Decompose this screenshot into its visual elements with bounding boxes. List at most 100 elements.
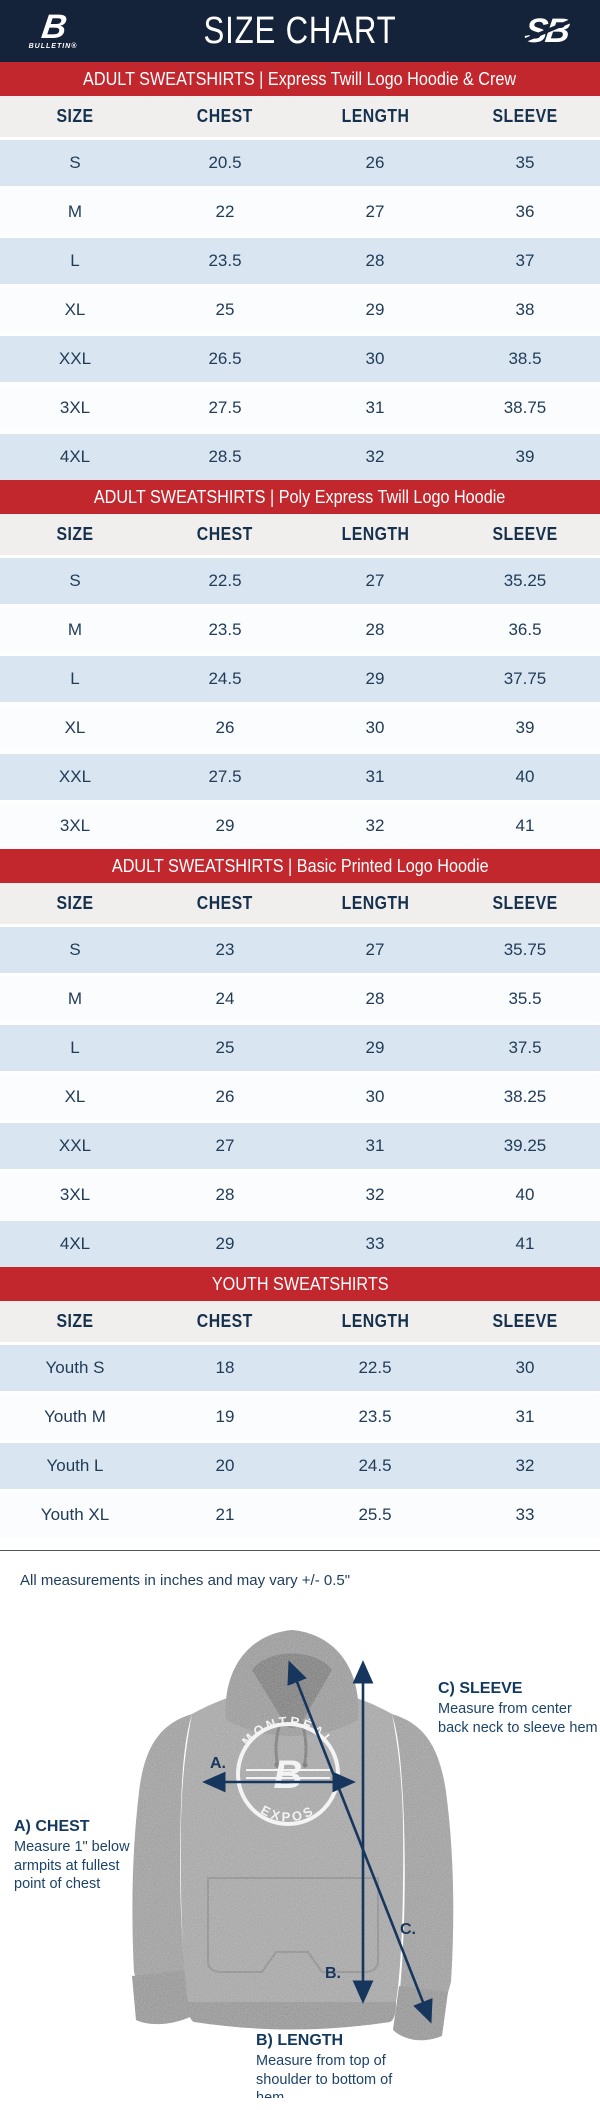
measurement-cell: 23	[150, 924, 300, 975]
measurement-cell: 28	[300, 604, 450, 655]
table-row: Youth M 19 23.5 31	[0, 1391, 600, 1442]
measurement-cell: 32	[300, 800, 450, 849]
column-header-label: CHEST	[197, 1311, 253, 1331]
section-banner-label: ADULT SWEATSHIRTS | Express Twill Logo H…	[83, 68, 517, 89]
column-header-chest: CHEST	[150, 1301, 300, 1345]
measurement-cell: 27	[150, 1120, 300, 1171]
measurement-cell: 25.5	[300, 1489, 450, 1538]
table-row: 4XL 28.5 32 39	[0, 431, 600, 480]
measurement-cell: 27	[300, 924, 450, 975]
length-annotation-desc: Measure from top of shoulder to bottom o…	[256, 2053, 393, 2098]
measurement-cell: 22.5	[150, 555, 300, 606]
measurement-cell: 41	[450, 800, 600, 849]
table-row: M 24 28 35.5	[0, 973, 600, 1024]
column-header-label: SLEEVE	[492, 893, 558, 913]
column-header-label: LENGTH	[341, 1311, 409, 1331]
measurement-cell: 32	[300, 431, 450, 480]
column-header-size: SIZE	[0, 514, 150, 558]
size-cell: L	[0, 235, 150, 286]
column-header-length: LENGTH	[300, 883, 450, 927]
size-cell: 3XL	[0, 1169, 150, 1220]
table-row: XXL 27 31 39.25	[0, 1120, 600, 1171]
measurement-cell: 30	[300, 702, 450, 753]
measurement-cell: 24.5	[300, 1440, 450, 1491]
size-cell: Youth S	[0, 1342, 150, 1393]
sleeve-annotation-title: C) SLEEVE	[438, 1680, 523, 1697]
measurement-cell: 23.5	[150, 604, 300, 655]
size-cell: 4XL	[0, 431, 150, 480]
column-header-length: LENGTH	[300, 514, 450, 558]
column-header-label: CHEST	[197, 106, 253, 126]
measurement-note: All measurements in inches and may vary …	[20, 1572, 351, 1589]
column-header-label: SLEEVE	[492, 524, 558, 544]
size-table-section: ADULT SWEATSHIRTS | Poly Express Twill L…	[0, 480, 600, 849]
measurement-cell: 31	[300, 751, 450, 802]
measurement-cell: 29	[150, 800, 300, 849]
column-header-size: SIZE	[0, 96, 150, 140]
chest-annotation: A) CHEST Measure 1" below armpits at ful…	[14, 1818, 138, 1894]
measurement-cell: 33	[450, 1489, 600, 1538]
section-banner: ADULT SWEATSHIRTS | Poly Express Twill L…	[0, 480, 600, 514]
marker-b: B.	[325, 1965, 341, 1982]
size-cell: XL	[0, 284, 150, 335]
table-row: S 20.5 26 35	[0, 137, 600, 188]
chest-annotation-desc: Measure 1" below armpits at fullest poin…	[14, 1839, 130, 1893]
sb-logo-mark: SB	[519, 12, 576, 50]
table-row: Youth XL 21 25.5 33	[0, 1489, 600, 1538]
section-banner: ADULT SWEATSHIRTS | Express Twill Logo H…	[0, 62, 600, 96]
measurement-cell: 38.25	[450, 1071, 600, 1122]
measurement-cell: 36.5	[450, 604, 600, 655]
length-annotation-title: B) LENGTH	[256, 2032, 344, 2049]
size-cell: L	[0, 1022, 150, 1073]
measurement-cell: 26.5	[150, 333, 300, 384]
measurement-cell: 28	[150, 1169, 300, 1220]
marker-a: A.	[210, 1755, 226, 1772]
measurement-cell: 31	[300, 1120, 450, 1171]
column-header-chest: CHEST	[150, 96, 300, 140]
bulletin-logo-mark: B	[39, 8, 67, 46]
column-header-size: SIZE	[0, 883, 150, 927]
measurement-cell: 37	[450, 235, 600, 286]
arrow-labels: A. B. C.	[210, 1755, 416, 1982]
column-header-sleeve: SLEEVE	[450, 514, 600, 558]
table-header-row: SIZE CHEST LENGTH SLEEVE	[0, 1301, 600, 1345]
size-cell: XL	[0, 1071, 150, 1122]
table-header-row: SIZE CHEST LENGTH SLEEVE	[0, 883, 600, 927]
size-cell: S	[0, 555, 150, 606]
size-table: SIZE CHEST LENGTH SLEEVE S 23 27 35.75 M 24 28 35.…	[0, 883, 600, 1267]
bulletin-logo-label: BULLETIN®	[28, 43, 78, 50]
measurement-cell: 40	[450, 751, 600, 802]
hoodie-diagram: MONTRÉAL EXPOS B A. B.	[0, 1622, 600, 2098]
table-row: M 22 27 36	[0, 186, 600, 237]
section-banner: YOUTH SWEATSHIRTS	[0, 1267, 600, 1301]
measurement-cell: 18	[150, 1342, 300, 1393]
size-table-section: ADULT SWEATSHIRTS | Express Twill Logo H…	[0, 62, 600, 480]
measurement-cell: 19	[150, 1391, 300, 1442]
divider-line	[0, 1550, 600, 1551]
section-banner-label: YOUTH SWEATSHIRTS	[211, 1273, 389, 1294]
measurement-cell: 27.5	[150, 382, 300, 433]
measurement-cell: 30	[450, 1342, 600, 1393]
table-row: M 23.5 28 36.5	[0, 604, 600, 655]
table-header-row: SIZE CHEST LENGTH SLEEVE	[0, 514, 600, 558]
measurement-cell: 30	[300, 333, 450, 384]
size-cell: M	[0, 604, 150, 655]
column-header-label: LENGTH	[341, 106, 409, 126]
measurement-cell: 28.5	[150, 431, 300, 480]
measurement-cell: 38.5	[450, 333, 600, 384]
column-header-sleeve: SLEEVE	[450, 883, 600, 927]
table-header-row: SIZE CHEST LENGTH SLEEVE	[0, 96, 600, 140]
size-cell: S	[0, 924, 150, 975]
sleeve-arrow	[287, 1660, 433, 2024]
column-header-label: SIZE	[56, 524, 94, 544]
measurement-cell: 35.25	[450, 555, 600, 606]
measurement-cell: 29	[150, 1218, 300, 1267]
size-cell: 3XL	[0, 800, 150, 849]
column-header-chest: CHEST	[150, 883, 300, 927]
measurement-cell: 20	[150, 1440, 300, 1491]
size-cell: 4XL	[0, 1218, 150, 1267]
measurement-cell: 30	[300, 1071, 450, 1122]
table-row: XL 26 30 39	[0, 702, 600, 753]
table-row: Youth L 20 24.5 32	[0, 1440, 600, 1491]
